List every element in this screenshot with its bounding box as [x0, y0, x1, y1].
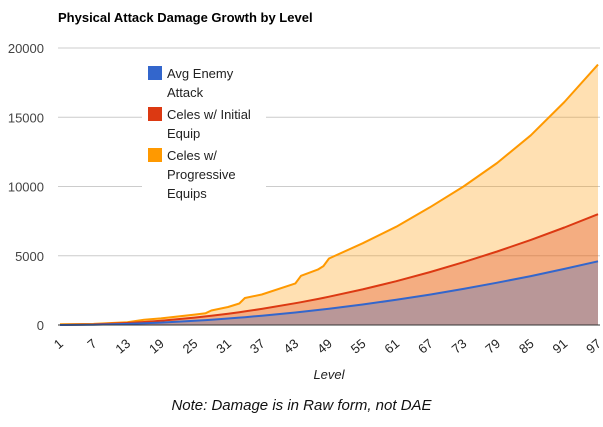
x-tick-label: 79: [482, 336, 503, 357]
y-tick-label: 5000: [15, 249, 44, 264]
legend-background: [142, 60, 266, 200]
series-line-2: [59, 260, 599, 326]
x-axis-title: Level: [313, 367, 345, 382]
series-line-0: [59, 63, 599, 326]
x-tick-label: 49: [314, 336, 335, 357]
area-0: [60, 64, 598, 325]
x-tick-label: 1: [51, 336, 66, 352]
x-tick-label: 37: [247, 336, 268, 357]
legend-swatch: [148, 148, 162, 162]
x-tick-label: 7: [84, 336, 99, 352]
x-tick-label: 73: [449, 336, 470, 357]
legend-label: Equip: [167, 126, 200, 141]
x-tick-label: 31: [213, 336, 234, 357]
x-tick-label: 61: [381, 336, 402, 357]
legend-swatch: [148, 66, 162, 80]
x-tick-label: 19: [146, 336, 167, 357]
x-tick-label: 85: [516, 336, 537, 357]
x-tick-label: 67: [415, 336, 436, 357]
y-tick-label: 10000: [8, 180, 44, 195]
legend-label: Celes w/: [167, 148, 217, 163]
y-tick-label: 15000: [8, 110, 44, 125]
x-tick-label: 55: [348, 336, 369, 357]
chart-note: Note: Damage is in Raw form, not DAE: [171, 397, 432, 414]
series-line-1: [59, 213, 599, 326]
legend-label: Equips: [167, 186, 207, 201]
x-tick-label: 25: [180, 336, 201, 357]
legend-label: Attack: [167, 85, 204, 100]
legend-swatch: [148, 107, 162, 121]
legend-label: Avg Enemy: [167, 66, 234, 81]
legend-label: Celes w/ Initial: [167, 107, 251, 122]
area-1: [60, 214, 598, 325]
x-tick-label: 43: [281, 336, 302, 357]
x-tick-label: 97: [583, 336, 603, 357]
y-tick-label: 20000: [8, 41, 44, 56]
y-tick-label: 0: [37, 318, 44, 333]
area-2: [60, 261, 598, 325]
x-tick-label: 91: [550, 336, 571, 357]
legend-label: Progressive: [167, 167, 236, 182]
x-tick-label: 13: [112, 336, 133, 357]
chart-title: Physical Attack Damage Growth by Level: [58, 10, 313, 25]
